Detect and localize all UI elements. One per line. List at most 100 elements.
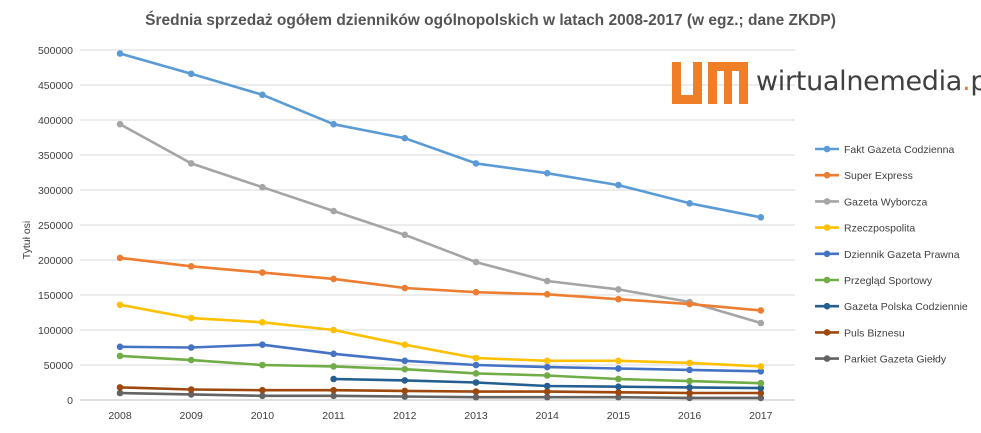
series-line [119,354,761,385]
series-lines [116,50,765,402]
x-tick-label: 2009 [180,410,204,422]
data-point [472,288,480,296]
data-point [686,300,693,308]
legend-item: Przegląd Sportowy [815,275,933,287]
series-parkiet-gazeta-gie-dy [116,389,765,402]
data-point [757,384,765,392]
data-point [259,183,266,191]
data-point [686,394,693,402]
gridlines [80,49,795,401]
data-point [686,366,693,374]
data-point [757,214,765,221]
data-point [116,301,124,309]
x-tick-label: 2011 [322,410,345,422]
wirtualnemedia-logo: wirtualnemedia.pl [672,62,981,104]
y-tick-label: 500000 [38,45,73,57]
data-point [116,389,124,397]
data-point [543,382,551,390]
wirtualnemedia-logo-icon [672,62,748,104]
y-tick-label: 0 [67,395,73,407]
logo-text-dot: . [962,66,971,97]
logo-text-tld: pl [970,66,981,97]
series-gazeta-polska-codziennie [330,375,765,392]
series-line [119,391,761,400]
y-tick-label: 200000 [38,255,73,267]
series-line [119,386,761,395]
legend-swatch-marker [823,145,831,153]
logo-text-main: wirtualnemedia [756,66,963,97]
data-point [330,120,337,128]
data-point [757,319,765,327]
data-point [686,384,693,391]
data-point [116,50,124,57]
y-tick-label: 250000 [38,220,73,232]
data-point [330,392,337,400]
x-tick-label: 2017 [749,410,773,422]
legend-item: Super Express [815,170,913,182]
legend-swatch-marker [823,355,831,362]
data-point [116,343,124,351]
data-point [757,379,765,387]
data-point [472,388,480,395]
legend: Fakt Gazeta Codzienna Super Express Gazeta… [815,144,968,366]
legend-label: Parkiet Gazeta Giełdy [844,354,947,366]
data-point [757,389,765,397]
y-tick-label: 450000 [38,80,73,92]
legend-label: Puls Biznesu [844,327,905,339]
data-point [543,169,551,177]
series-super-express [116,254,765,314]
data-point [472,393,480,401]
data-point [401,387,409,395]
x-tick-label: 2010 [251,410,275,422]
legend-label: Fakt Gazeta Codzienna [844,144,954,156]
data-point [116,120,124,128]
data-point [472,354,480,362]
data-point [259,386,266,394]
data-point [187,386,195,393]
y-axis-label: Tytuł osi [21,221,33,260]
legend-item: Parkiet Gazeta Giełdy [815,354,947,366]
legend-swatch-marker [823,302,831,310]
data-point [757,307,765,314]
legend-label: Gazeta Wyborcza [844,196,928,208]
legend-item: Fakt Gazeta Codzienna [815,144,954,156]
data-point [472,160,480,167]
x-tick-label: 2008 [108,410,132,422]
series-dziennik-gazeta-prawna [116,341,765,375]
data-point [543,372,551,379]
series-line [119,256,761,312]
x-tick-label: 2015 [607,410,631,422]
data-point [686,377,693,385]
data-point [401,341,409,349]
data-point [757,368,765,375]
data-point [686,359,693,367]
data-point [116,352,124,360]
series-line [119,52,762,219]
x-tick-label: 2016 [678,410,702,422]
legend-swatch-marker [823,171,831,179]
data-point [615,357,622,365]
data-point [187,391,195,398]
series-fakt-gazeta-codzienna [116,50,765,221]
legend-swatch-marker [823,198,831,205]
series-rzeczpospolita [116,301,765,370]
legend-item: Puls Biznesu [815,327,905,339]
data-point [401,134,409,142]
data-point [472,258,480,266]
legend-item: Gazeta Polska Codziennie [815,301,968,313]
x-tick-label: 2013 [464,410,488,422]
legend-label: Przegląd Sportowy [844,275,933,287]
y-tick-label: 400000 [38,115,73,127]
legend-item: Dziennik Gazeta Prawna [815,249,960,261]
data-point [259,392,266,400]
data-point [401,377,409,384]
data-point [401,357,409,365]
data-point [330,350,337,358]
data-point [330,326,337,334]
data-point [330,275,337,283]
data-point [615,286,622,293]
legend-swatch-marker [823,276,831,284]
y-tick-label: 100000 [38,325,73,337]
data-point [543,388,551,395]
data-point [615,365,622,372]
